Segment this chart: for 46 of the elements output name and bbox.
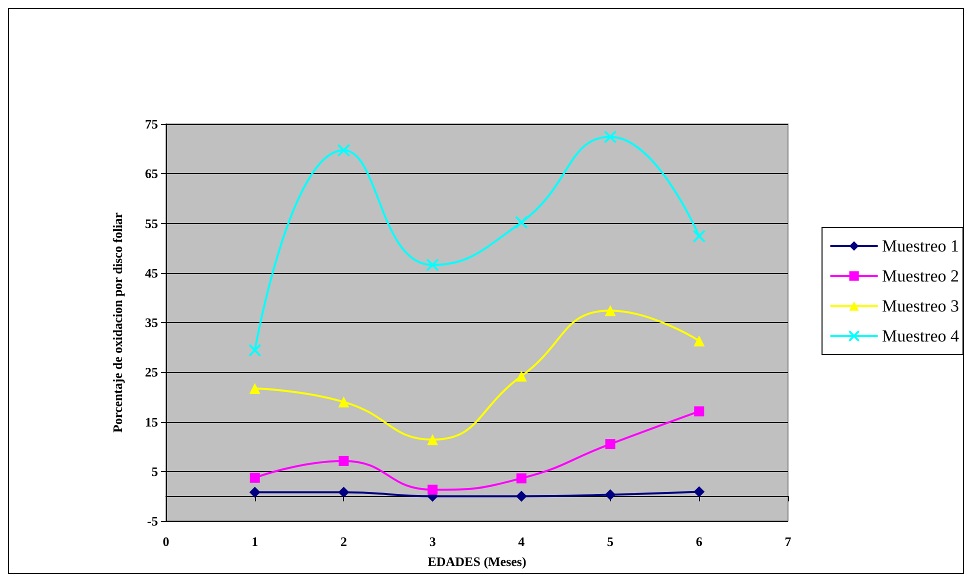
x-tick-label: 3: [429, 534, 436, 549]
point: [428, 484, 438, 495]
y-tick-label: 5: [152, 464, 158, 479]
point: [248, 344, 262, 357]
point: [604, 305, 616, 316]
point: [692, 230, 706, 243]
point: [694, 406, 704, 416]
point: [516, 370, 527, 382]
y-tick-label: -5: [147, 514, 158, 528]
legend-label: Muestreo 1: [882, 236, 960, 256]
point: [249, 486, 260, 498]
point: [516, 490, 527, 502]
x-tick-label: 1: [252, 534, 258, 549]
y-axis-title: Porcentaje de oxidacion por disco foliar: [110, 212, 125, 433]
point: [338, 456, 349, 466]
legend-label: Muestreo 4: [882, 326, 960, 346]
point: [604, 489, 616, 500]
point: [694, 335, 705, 346]
y-tick-label: 65: [145, 166, 158, 182]
point: [249, 383, 260, 394]
y-tick-label: 35: [145, 315, 158, 330]
point: [605, 439, 616, 450]
point: [338, 396, 350, 408]
point: [604, 130, 617, 144]
legend-label: Muestreo 2: [882, 266, 960, 286]
legend-label: Muestreo 3: [882, 296, 960, 316]
y-tick-label: 55: [145, 216, 158, 231]
point: [337, 144, 350, 157]
point: [694, 486, 705, 498]
x-tick-label: 5: [607, 534, 614, 549]
x-tick-label: 7: [784, 534, 792, 549]
y-tick-label: 25: [145, 364, 158, 380]
y-tick-label: 75: [145, 116, 158, 132]
point: [427, 434, 438, 446]
y-tick-label: 45: [145, 265, 158, 280]
point: [516, 473, 526, 484]
point: [338, 486, 350, 498]
x-axis-title: EDADES (Meses): [428, 554, 526, 569]
point: [250, 472, 260, 483]
x-tick-label: 6: [696, 534, 703, 549]
y-tick-label: 15: [145, 414, 158, 430]
point: [426, 258, 440, 272]
x-tick-label: 4: [518, 534, 526, 549]
x-tick-label: 2: [340, 534, 347, 549]
x-tick-label: 0: [162, 534, 170, 549]
point: [514, 216, 528, 229]
